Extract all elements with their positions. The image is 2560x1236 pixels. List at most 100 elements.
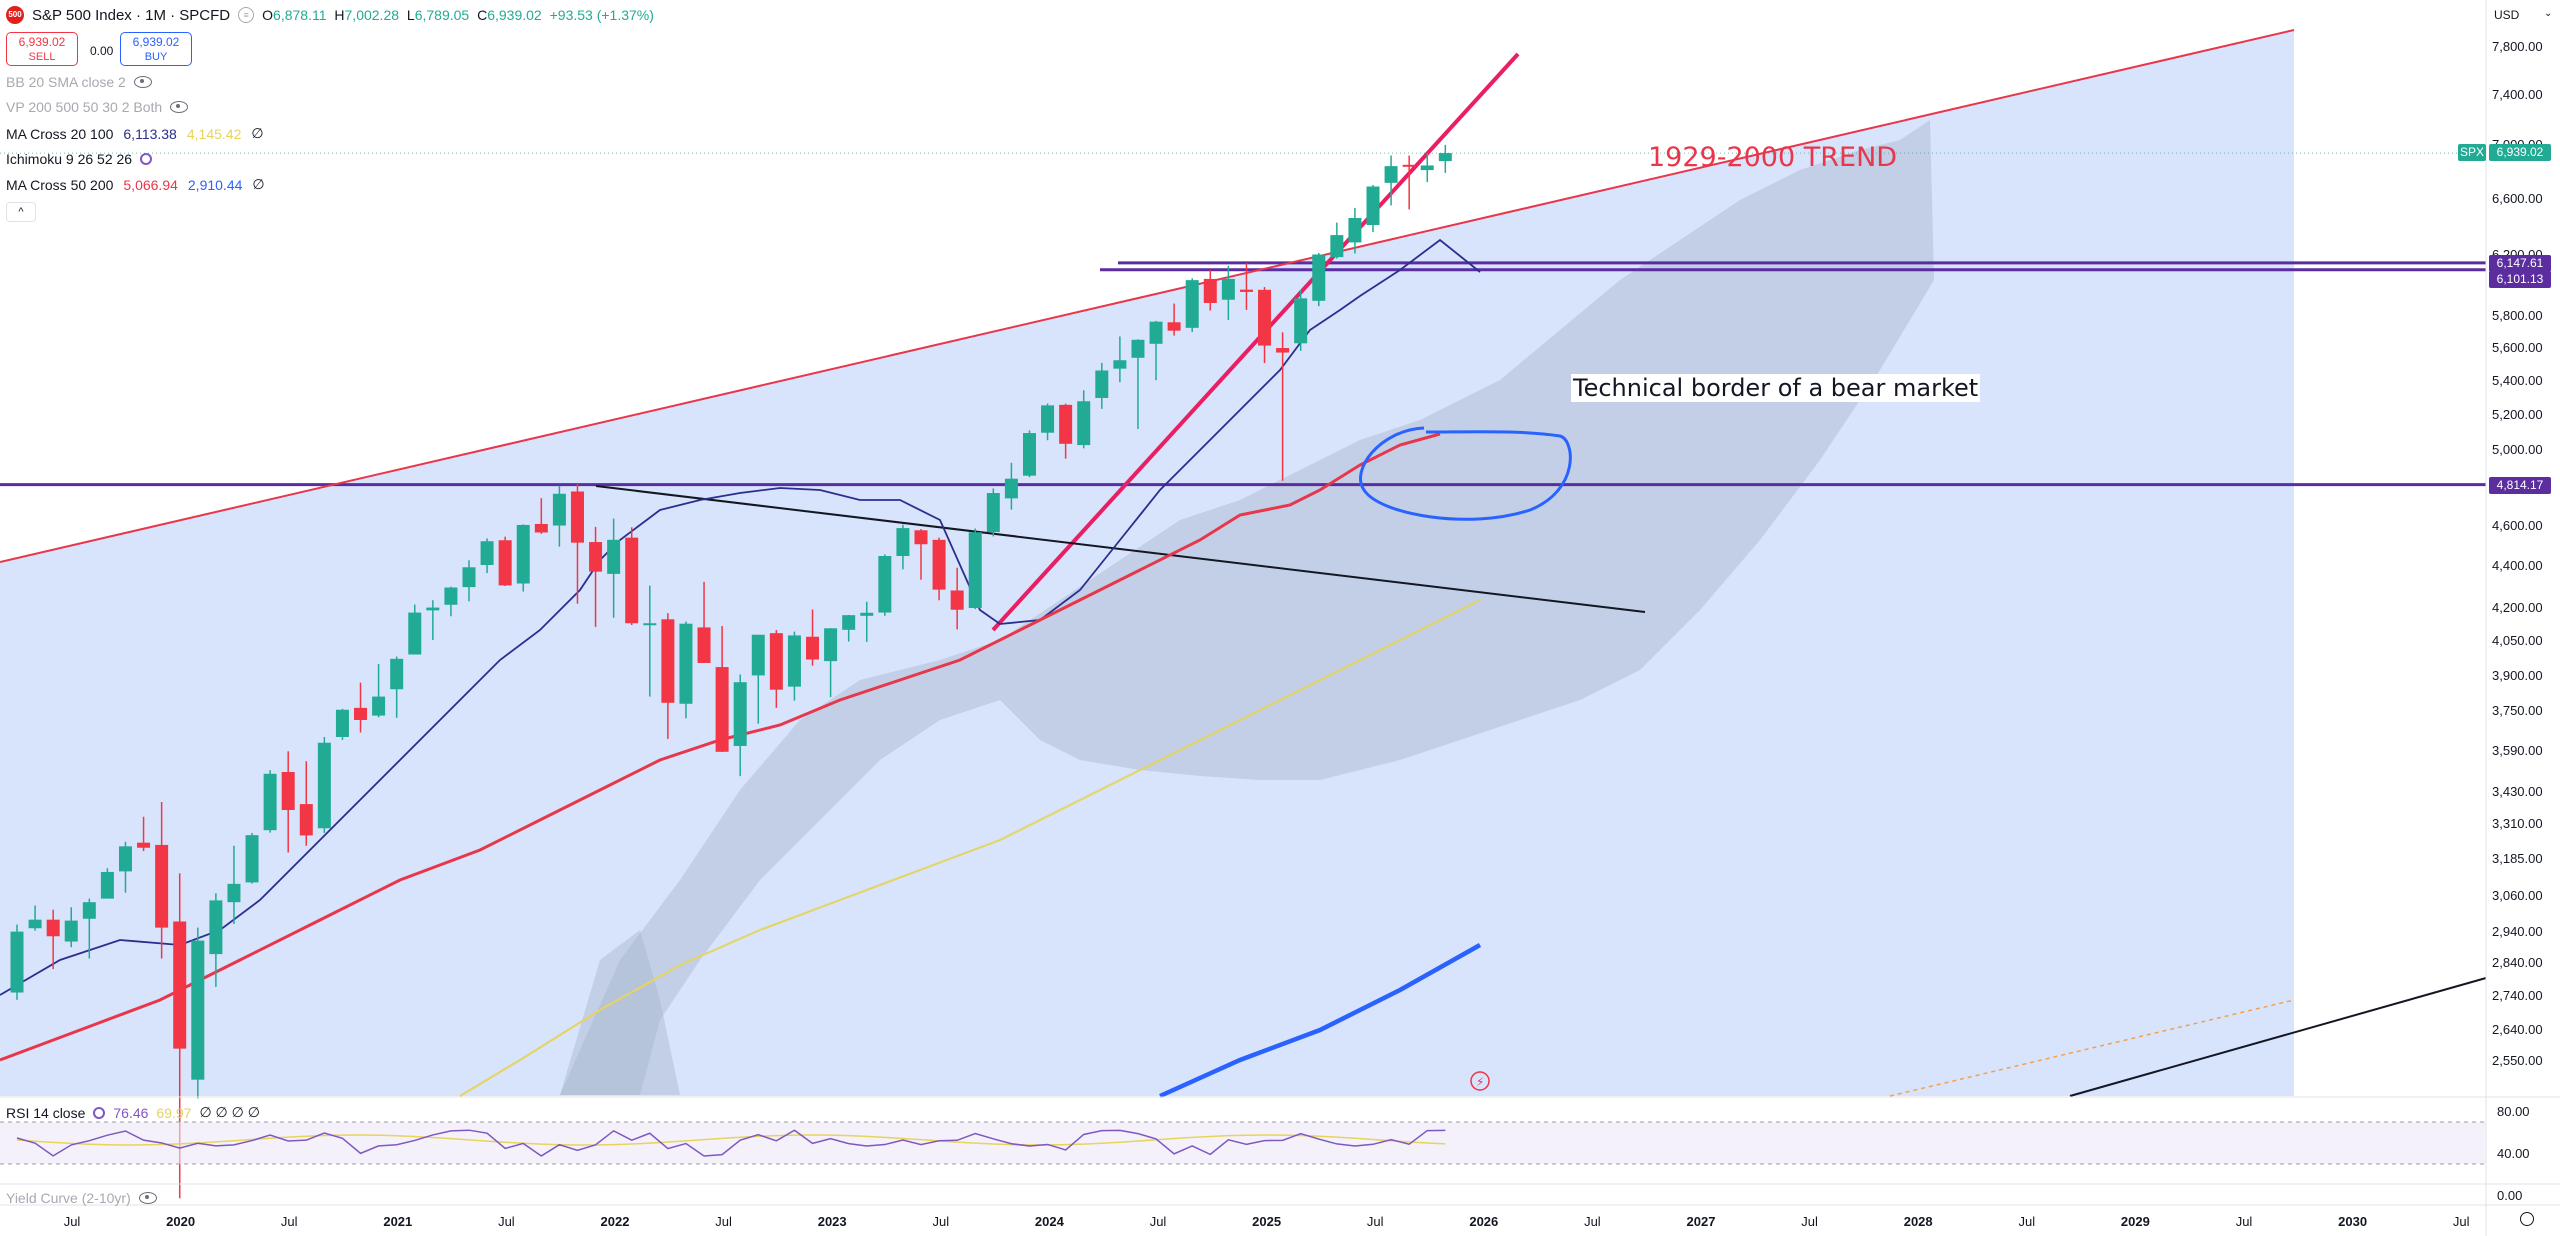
currency-dropdown-icon[interactable]: ⌄ <box>2544 8 2553 19</box>
sell-button[interactable]: 6,939.02 SELL <box>6 32 78 66</box>
candle <box>155 801 169 959</box>
eye-icon[interactable] <box>133 76 152 88</box>
currency-label[interactable]: USD <box>2494 8 2520 22</box>
candle-body <box>498 540 512 586</box>
indicator-row[interactable]: MA Cross 50 200 5,066.94 2,910.44 ∅ <box>6 176 265 193</box>
time-axis-year: 2027 <box>1686 1214 1716 1229</box>
candle <box>209 893 223 987</box>
candle <box>263 770 277 833</box>
candle-body <box>1004 478 1018 499</box>
rsi-name[interactable]: RSI 14 close <box>6 1104 86 1121</box>
candle-body <box>1077 401 1091 446</box>
candle <box>10 924 24 1000</box>
symbol-title[interactable]: S&P 500 Index · 1M · SPCFD <box>32 6 231 24</box>
candle <box>589 526 603 627</box>
candle <box>281 751 295 853</box>
price-tag: 4,814.17 <box>2489 477 2551 494</box>
trend-annotation[interactable]: 1929-2000 TREND <box>1648 142 1898 173</box>
indicator-row[interactable]: VP 200 500 50 30 2 Both <box>6 99 189 115</box>
candle-body <box>679 623 693 704</box>
time-axis-month: Jul <box>1366 1214 1384 1229</box>
candle-body <box>1276 348 1290 353</box>
descending-trend-line <box>595 485 1646 613</box>
buy-button[interactable]: 6,939.02 BUY <box>120 32 192 66</box>
candle <box>1239 262 1253 310</box>
candle-body <box>299 804 313 836</box>
candle-body <box>516 524 530 584</box>
candle-body <box>1366 186 1380 226</box>
price-axis-tick: 4,400.00 <box>2492 558 2543 574</box>
candle <box>444 586 458 617</box>
candle <box>1095 362 1109 409</box>
candle <box>408 604 422 655</box>
long-term-support-line <box>2069 977 2487 1097</box>
candle-body <box>842 615 856 630</box>
candle-body <box>64 920 78 942</box>
candle <box>679 621 693 719</box>
indicator-name[interactable]: MA Cross 20 100 <box>6 125 114 142</box>
candle <box>1366 185 1380 233</box>
candle-body <box>173 921 187 1049</box>
candle-body <box>932 539 946 590</box>
price-axis-tick: 3,590.00 <box>2492 742 2543 758</box>
market-status-icon[interactable]: ≡ <box>238 7 255 23</box>
yield-curve-name[interactable]: Yield Curve (2-10yr) <box>6 1190 131 1206</box>
candle-body <box>118 846 132 872</box>
rsi-axis-40: 40.00 <box>2497 1146 2530 1161</box>
indicator-settings-icon[interactable] <box>140 153 153 165</box>
candle-body <box>1221 278 1235 300</box>
candle <box>787 631 801 701</box>
price-axis-tick: 2,840.00 <box>2492 955 2543 971</box>
indicator-row[interactable]: Ichimoku 9 26 52 26 <box>6 151 153 167</box>
price-axis-tick: 3,750.00 <box>2492 703 2543 719</box>
indicator-row[interactable]: MA Cross 20 100 6,113.38 4,145.42 ∅ <box>6 125 264 142</box>
candle-body <box>1384 166 1398 183</box>
candle <box>1221 265 1235 320</box>
candle <box>118 841 132 893</box>
eye-icon[interactable] <box>138 1192 157 1204</box>
eye-icon[interactable] <box>170 101 189 113</box>
candle <box>1185 278 1199 333</box>
indicator-name[interactable]: MA Cross 50 200 <box>6 176 114 193</box>
timezone-settings-icon[interactable] <box>2520 1212 2534 1226</box>
symbol-logo[interactable]: 500 <box>6 6 24 24</box>
candle <box>462 560 476 602</box>
price-axis-tick: 4,200.00 <box>2492 600 2543 616</box>
candle-body <box>1059 404 1073 444</box>
candle-body <box>1022 433 1036 476</box>
candle-body <box>534 523 548 533</box>
candle-body <box>878 555 892 613</box>
collapse-legend-button[interactable]: ^ <box>6 202 36 222</box>
time-axis-year: 2029 <box>2120 1214 2150 1229</box>
candle <box>1384 155 1398 206</box>
price-axis-tick: 2,940.00 <box>2492 923 2543 939</box>
sell-price: 6,939.02 <box>18 35 66 49</box>
indicator-name[interactable]: Ichimoku 9 26 52 26 <box>6 151 133 167</box>
time-axis-month: Jul <box>2452 1214 2470 1229</box>
indicator-name[interactable]: BB 20 SMA close 2 <box>6 74 126 90</box>
indicator-name[interactable]: VP 200 500 50 30 2 Both <box>6 99 163 115</box>
candle <box>1402 155 1416 210</box>
candle <box>1348 207 1362 254</box>
rsi-settings-icon[interactable] <box>93 1106 106 1119</box>
candle <box>643 585 657 697</box>
event-flag-icon <box>1470 1071 1490 1091</box>
candle-body <box>82 902 96 919</box>
candle-body <box>281 771 295 811</box>
candle-body <box>1095 370 1109 398</box>
time-axis-year: 2022 <box>600 1214 630 1229</box>
candle <box>516 524 530 592</box>
candle-body <box>1312 254 1326 301</box>
time-axis-year: 2025 <box>1252 1214 1282 1229</box>
candle-body <box>390 658 404 690</box>
candle-body <box>462 567 476 588</box>
candle <box>986 488 1000 537</box>
candle-body <box>317 742 331 829</box>
symbol-price-tag: SPX <box>2458 144 2486 161</box>
low-label: L <box>406 7 415 23</box>
bear-market-annotation[interactable]: Technical border of a bear market <box>1571 374 1981 402</box>
indicator-row[interactable]: BB 20 SMA close 2 <box>6 74 152 90</box>
rsi-value: 76.46 <box>113 1104 149 1121</box>
candle-body <box>1203 278 1217 303</box>
